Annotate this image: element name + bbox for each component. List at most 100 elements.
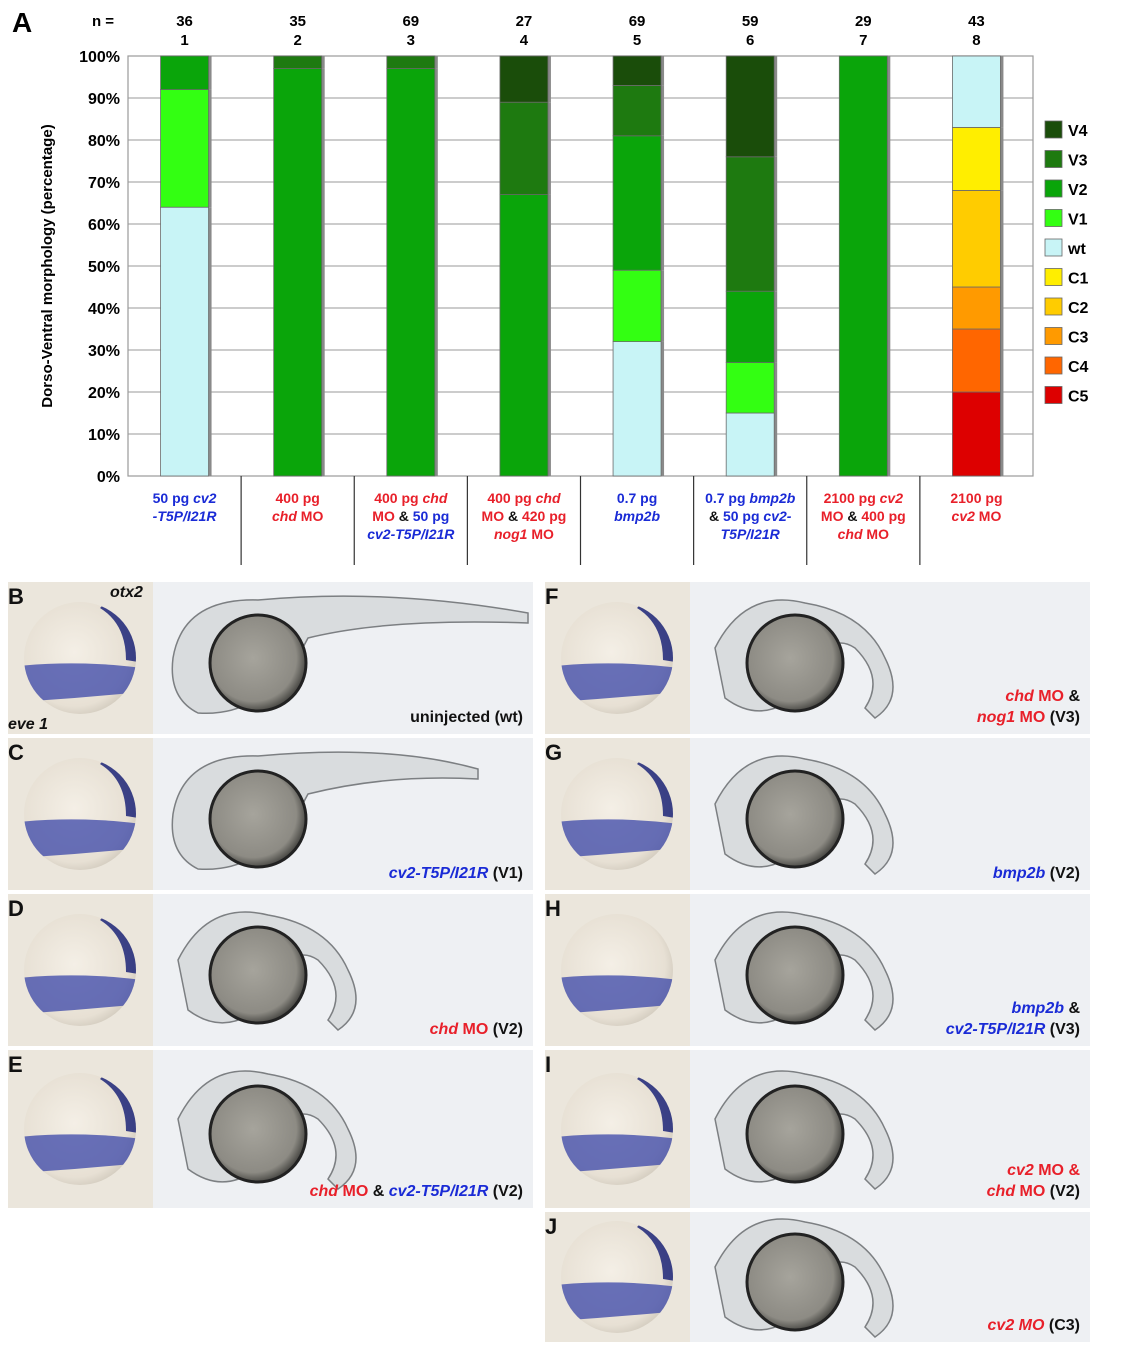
panel-letter: C	[8, 740, 24, 765]
legend-label-V3: V3	[1068, 153, 1088, 170]
x-condition-label: 2100 pg cv2 MO & 400 pg chd MO	[821, 490, 906, 542]
panel-caption: cv2 MO & chd MO (V2)	[986, 1162, 1080, 1200]
y-tick-label: 10%	[88, 427, 120, 444]
category-label: 5	[633, 32, 641, 49]
panel-caption: cv2-T5P/I21R (V1)	[388, 865, 523, 882]
category-label: 3	[407, 32, 415, 49]
bar-segment-8-C5	[952, 391, 1001, 477]
bar-segment-5-wt	[612, 341, 662, 477]
n-value: 43	[968, 13, 985, 30]
panel-letter: B	[8, 584, 24, 609]
n-label: n =	[92, 13, 114, 30]
bar-segment-8-C2	[952, 189, 1001, 288]
y-tick-label: 20%	[88, 385, 120, 402]
n-value: 27	[516, 13, 533, 30]
legend-swatch-C3	[1044, 327, 1063, 345]
figure-label: A	[12, 7, 32, 38]
legend-swatch-V4	[1044, 120, 1063, 139]
y-tick-label: 40%	[88, 301, 120, 318]
panel-caption: uninjected (wt)	[410, 709, 523, 726]
embryo-image	[8, 738, 533, 890]
y-tick-label: 50%	[88, 259, 120, 276]
y-tick-label: 80%	[88, 133, 120, 150]
bar-segment-1-wt	[160, 206, 209, 477]
gene-label-eve1: eve 1	[8, 716, 49, 733]
legend-label-V4: V4	[1068, 123, 1088, 140]
bar-segment-6-V3	[725, 156, 775, 292]
bar-segment-6-V2	[725, 290, 775, 364]
bar-segment-8-C3	[952, 286, 1001, 330]
bar-segment-8-C1	[952, 127, 1001, 191]
legend-swatch-C5	[1044, 386, 1063, 404]
bar-segment-4-V3	[499, 101, 549, 195]
category-label: 1	[180, 32, 188, 49]
x-condition-label: 0.7 pg bmp2b	[614, 490, 660, 524]
n-value: 59	[742, 13, 759, 30]
bar-segment-1-V1	[160, 89, 209, 208]
y-tick-label: 30%	[88, 343, 120, 360]
legend-swatch-V3	[1044, 150, 1063, 168]
panel-letter: I	[545, 1052, 552, 1077]
bar-segment-4-V4	[499, 55, 549, 103]
y-tick-label: 70%	[88, 175, 120, 192]
legend-label-V2: V2	[1068, 182, 1088, 199]
category-label: 2	[294, 32, 302, 49]
x-condition-label: 2100 pg cv2 MO	[950, 490, 1002, 524]
legend-label-C5: C5	[1068, 389, 1089, 406]
embryo-image	[8, 894, 533, 1046]
x-condition-label: 400 pg chd MO	[272, 490, 323, 524]
y-tick-label: 60%	[88, 217, 120, 234]
bar-segment-5-V3	[612, 85, 662, 137]
legend-label-wt: wt	[1067, 241, 1086, 258]
legend-swatch-V1	[1044, 209, 1063, 227]
legend-swatch-C4	[1044, 356, 1063, 375]
n-value: 69	[402, 13, 419, 30]
embryo-image	[545, 894, 1090, 1046]
panel-letter: G	[545, 740, 563, 765]
y-tick-label: 90%	[88, 91, 120, 108]
bar-segment-6-wt	[725, 412, 775, 477]
n-value: 29	[855, 13, 872, 30]
category-label: 4	[520, 32, 529, 49]
legend-swatch-C2	[1044, 297, 1063, 316]
legend-label-C4: C4	[1068, 359, 1089, 376]
category-label: 6	[746, 32, 754, 49]
bar-segment-6-V1	[725, 362, 775, 414]
panel-caption: bmp2b (V2)	[992, 865, 1080, 882]
bar-segment-8-wt	[952, 55, 1001, 128]
embryo-image	[8, 1050, 533, 1208]
category-label: 7	[859, 32, 867, 49]
panel-letter: E	[8, 1052, 23, 1077]
category-label: 8	[972, 32, 980, 49]
bar-segment-1-V2	[160, 55, 209, 90]
x-condition-label: 400 pg chd MO & 50 pg cv2-T5P/I21R	[367, 490, 455, 542]
bar-segment-3-V3	[386, 55, 436, 70]
x-condition-label: 50 pg cv2 -T5P/I21R	[153, 490, 218, 524]
legend-label-C1: C1	[1068, 271, 1089, 288]
bar-segment-5-V4	[612, 55, 662, 86]
panel-caption: chd MO & cv2-T5P/I21R (V2)	[309, 1183, 523, 1200]
panel-letter: H	[545, 896, 561, 921]
legend-swatch-C1	[1044, 268, 1063, 286]
n-value: 36	[176, 13, 193, 30]
gene-label-otx2: otx2	[110, 584, 143, 601]
legend-swatch-wt	[1044, 238, 1063, 257]
panel-letter: F	[545, 584, 559, 609]
n-value: 69	[629, 13, 646, 30]
bar-segment-7-V2	[838, 55, 888, 477]
legend-swatch-V2	[1044, 179, 1063, 198]
y-axis-label: Dorso-Ventral morphology (percentage)	[39, 124, 56, 407]
y-tick-label: 100%	[79, 49, 120, 66]
n-value: 35	[289, 13, 306, 30]
bar-segment-2-V2	[273, 68, 323, 477]
bar-segment-3-V2	[386, 68, 436, 477]
x-condition-label: 0.7 pg bmp2b & 50 pg cv2-T5P/I21R	[705, 490, 796, 542]
embryo-image	[545, 738, 1090, 890]
